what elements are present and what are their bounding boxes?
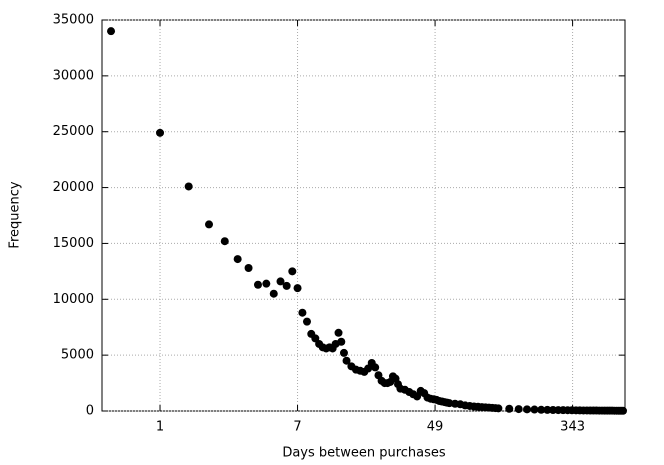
y-tick-label: 0 (86, 404, 94, 419)
point (233, 255, 242, 264)
point (337, 337, 346, 346)
point (244, 264, 253, 273)
x-tick-label: 1 (156, 420, 164, 435)
point (505, 404, 514, 413)
point (220, 237, 229, 246)
point (282, 281, 291, 290)
point (537, 405, 546, 414)
point (543, 405, 552, 414)
point (530, 405, 539, 414)
point (494, 404, 503, 413)
point (302, 317, 311, 326)
point (334, 328, 343, 337)
point (339, 348, 348, 357)
x-axis-label: Days between purchases (282, 446, 446, 461)
point (311, 334, 320, 343)
point (184, 182, 193, 191)
y-tick-label: 30000 (53, 68, 94, 83)
x-tick-label: 7 (293, 420, 301, 435)
y-tick-label: 5000 (61, 348, 94, 363)
y-tick-label: 10000 (53, 292, 94, 307)
point (276, 277, 285, 286)
y-tick-label: 15000 (53, 236, 94, 251)
point (298, 308, 307, 317)
point (107, 27, 116, 36)
y-tick-label: 35000 (53, 13, 94, 28)
point (288, 267, 297, 276)
y-tick-label: 25000 (53, 124, 94, 139)
point (293, 284, 302, 293)
point (156, 128, 165, 137)
point (205, 220, 214, 229)
point (523, 405, 532, 414)
point (342, 356, 351, 365)
y-tick-label: 20000 (53, 180, 94, 195)
point (619, 406, 628, 415)
y-axis-label: Frequency (8, 181, 23, 248)
x-tick-label: 343 (560, 420, 585, 435)
x-tick-label: 49 (427, 420, 444, 435)
point (253, 280, 262, 289)
point (514, 405, 523, 414)
plot-frame (101, 19, 626, 412)
point (269, 289, 278, 298)
point (262, 279, 271, 288)
point (371, 363, 380, 372)
